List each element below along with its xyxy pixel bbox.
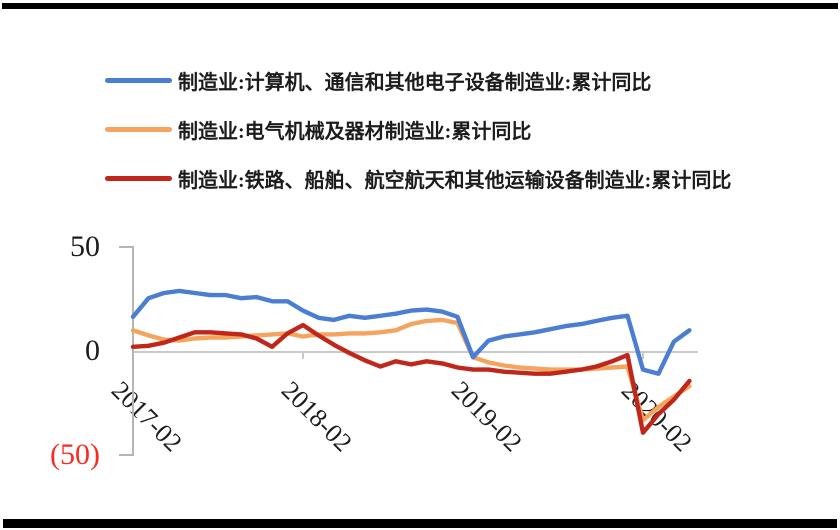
legend: 制造业:计算机、通信和其他电子设备制造业:累计同比 制造业:电气机械及器材制造业… [105,68,731,215]
series-line-transport-equipment [130,322,692,435]
legend-item-computer-electronics: 制造业:计算机、通信和其他电子设备制造业:累计同比 [105,68,731,94]
legend-label-computer-electronics: 制造业:计算机、通信和其他电子设备制造业:累计同比 [178,71,652,94]
legend-swatch-blue-icon [105,77,172,83]
legend-swatch-red-icon [105,175,172,181]
top-border-bar [2,3,838,9]
legend-item-transport-equipment: 制造业:铁路、船舶、航空航天和其他运输设备制造业:累计同比 [105,166,732,192]
legend-label-transport-equipment: 制造业:铁路、船舶、航空航天和其他运输设备制造业:累计同比 [178,169,732,192]
bottom-border-bar [3,519,837,528]
series-line-electrical-machinery [130,317,692,423]
legend-item-electrical-machinery: 制造业:电气机械及器材制造业:累计同比 [105,117,731,143]
y-axis-tick-label-50: 50 [70,230,100,263]
legend-swatch-orange-icon [105,126,172,132]
series-lines [130,288,692,435]
y-axis-tick-label-0: 0 [85,334,100,367]
series-line-computer-electronics [130,288,692,376]
legend-label-electrical-machinery: 制造业:电气机械及器材制造业:累计同比 [178,120,532,143]
y-axis-tick-label-neg50: (50) [50,438,100,471]
